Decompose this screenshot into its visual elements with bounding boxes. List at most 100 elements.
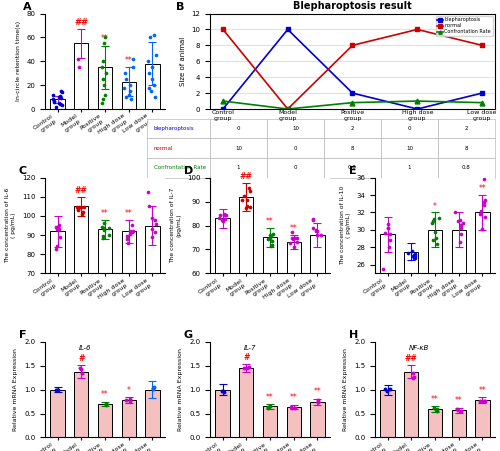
Point [380, 265, 388, 272]
Point [77, 204, 85, 211]
Point [148, 215, 156, 222]
Point [246, 203, 254, 211]
normal [220, 27, 226, 32]
Point [410, 253, 418, 260]
Text: #: # [243, 353, 250, 362]
Point [482, 213, 490, 220]
Point [126, 397, 134, 405]
Bar [286, 407, 301, 437]
Point [54, 387, 62, 394]
Point [264, 235, 272, 243]
Point [78, 210, 86, 217]
Point [99, 58, 107, 65]
blepharoptosis [284, 27, 290, 32]
Point [124, 232, 132, 239]
Point [292, 239, 300, 246]
Point [99, 233, 107, 240]
Point [382, 387, 390, 395]
Point [54, 224, 62, 231]
Line: blepharoptosis: blepharoptosis [220, 27, 484, 111]
Point [266, 242, 274, 249]
Point [129, 64, 137, 71]
Bar [50, 231, 64, 407]
Point [144, 84, 152, 91]
Point [100, 34, 108, 41]
Text: *: * [433, 202, 437, 211]
Text: **: ** [455, 396, 462, 405]
Text: **: ** [125, 209, 132, 218]
Point [218, 387, 226, 395]
Point [286, 239, 294, 247]
Y-axis label: The concentration of IL-6
( pg/mL): The concentration of IL-6 ( pg/mL) [6, 188, 16, 263]
Point [146, 34, 154, 41]
Point [456, 216, 464, 223]
Point [481, 397, 489, 404]
Point [148, 233, 156, 240]
Point [57, 95, 65, 102]
Point [100, 82, 108, 89]
Point [126, 82, 134, 89]
Point [58, 102, 66, 109]
Bar [452, 230, 466, 451]
Text: IL-6: IL-6 [78, 345, 91, 351]
Bar [476, 400, 490, 437]
Point [381, 230, 389, 237]
Point [126, 87, 134, 95]
Point [56, 92, 64, 100]
Point [222, 212, 230, 219]
Point [309, 224, 317, 231]
Point [408, 374, 416, 382]
Point [74, 203, 82, 211]
Point [480, 398, 488, 405]
Text: #: # [78, 354, 84, 363]
Point [100, 225, 108, 232]
Point [240, 364, 248, 371]
Point [410, 374, 418, 381]
Text: NF-κB: NF-κB [408, 345, 429, 351]
Point [50, 97, 58, 104]
Point [52, 103, 60, 110]
Y-axis label: Relative mRNA Expression: Relative mRNA Expression [344, 348, 348, 431]
Point [290, 243, 298, 250]
Bar [263, 237, 277, 416]
Point [451, 209, 459, 216]
Text: **: ** [314, 387, 322, 396]
Point [310, 216, 318, 223]
Point [454, 406, 462, 413]
Bar [98, 67, 112, 109]
Point [148, 64, 156, 71]
Point [314, 399, 322, 406]
normal [350, 43, 356, 48]
Point [245, 184, 253, 192]
Point [386, 236, 394, 244]
Point [52, 246, 60, 253]
Point [313, 231, 321, 239]
Point [314, 396, 322, 403]
Bar [146, 390, 160, 437]
Point [101, 91, 109, 98]
Point [270, 231, 278, 238]
Point [245, 363, 253, 370]
Text: **: ** [101, 390, 109, 399]
Bar [239, 368, 254, 437]
Point [410, 251, 418, 258]
Bar [380, 390, 394, 437]
Point [481, 196, 489, 203]
Point [220, 387, 228, 395]
Point [128, 229, 136, 236]
Text: C: C [18, 166, 26, 176]
Text: B: B [176, 2, 184, 12]
Point [432, 406, 440, 413]
Point [314, 399, 322, 406]
Point [266, 402, 274, 410]
Point [125, 91, 133, 98]
Y-axis label: Size of animal: Size of animal [180, 37, 186, 86]
Point [218, 218, 226, 225]
Point [409, 369, 417, 377]
Point [386, 230, 394, 238]
Point [145, 69, 153, 77]
Point [411, 253, 419, 260]
Bar [404, 252, 418, 451]
Point [102, 400, 110, 408]
Point [246, 187, 254, 194]
